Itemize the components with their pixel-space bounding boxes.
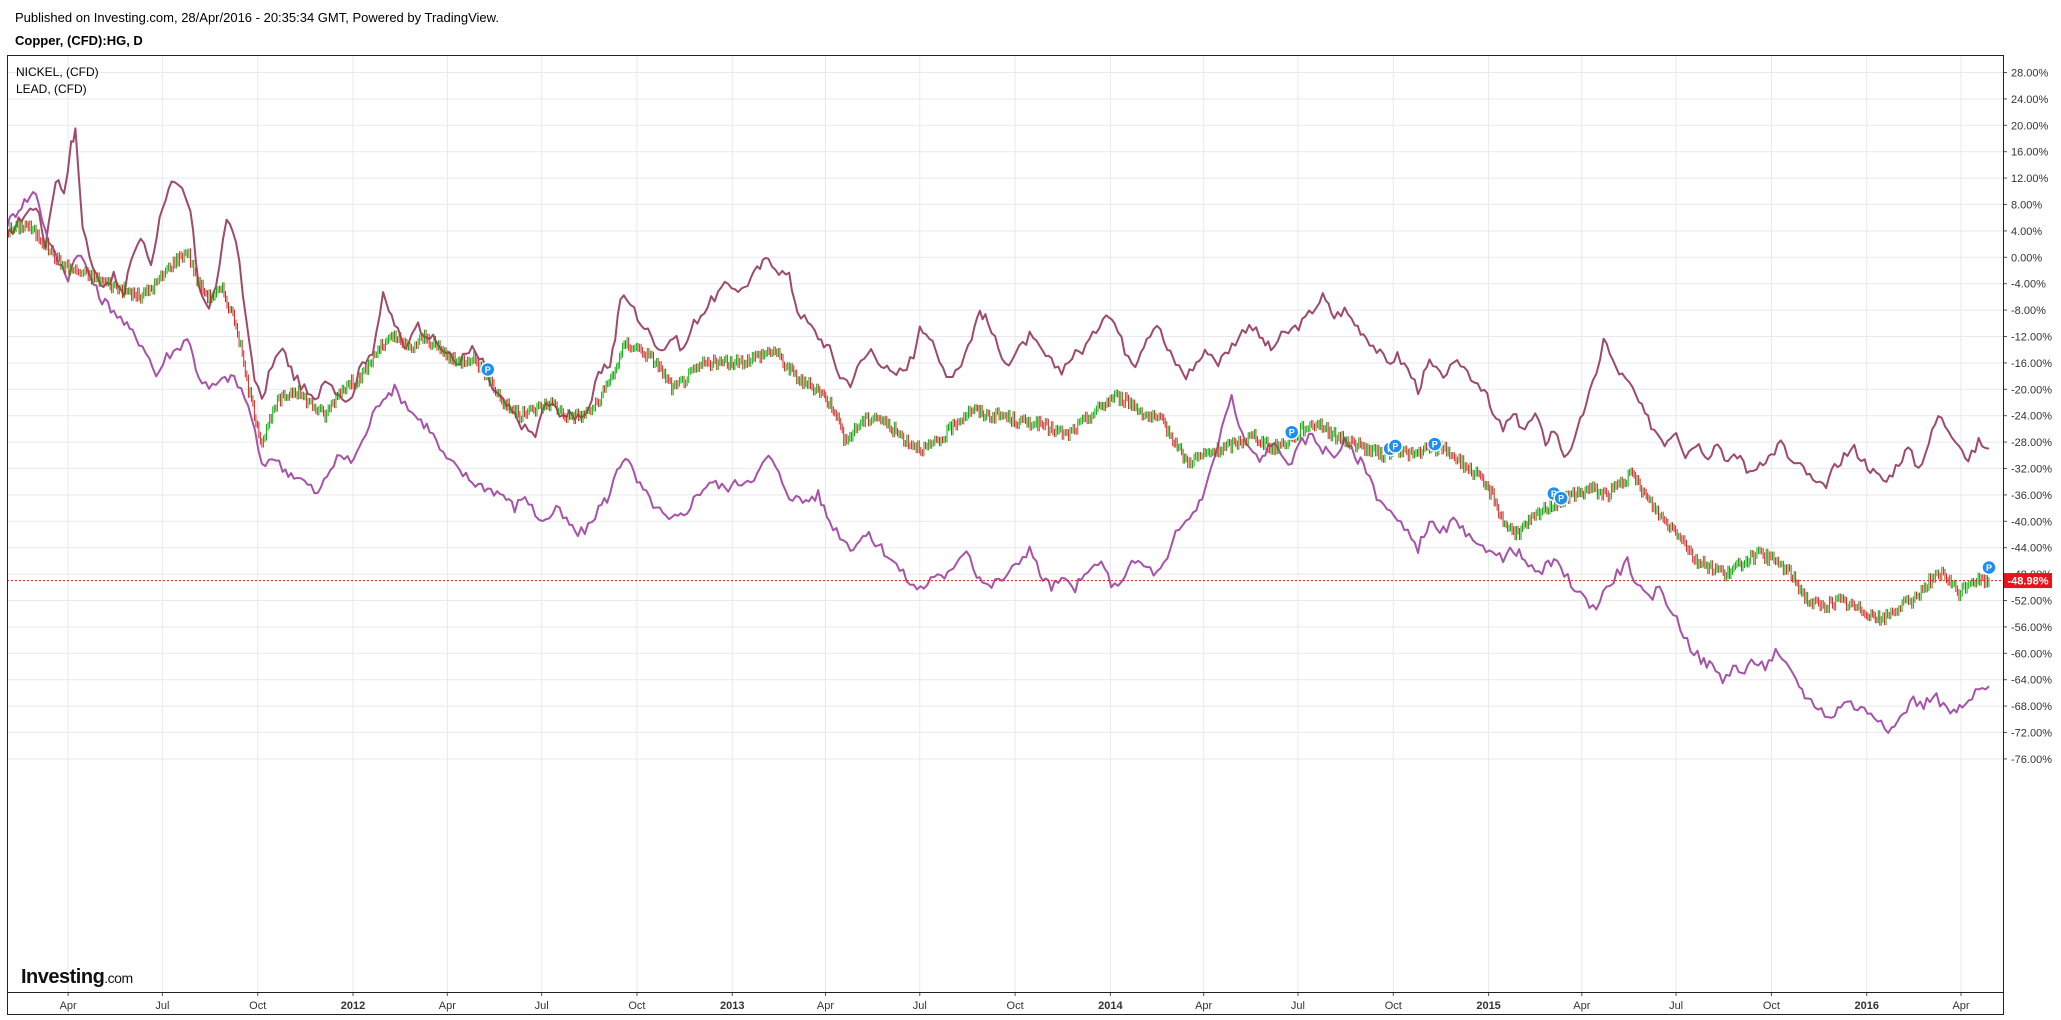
y-tick-label: 16.00% bbox=[2011, 147, 2049, 159]
p-marker-dot bbox=[1426, 436, 1443, 452]
p-marker: P bbox=[479, 361, 496, 378]
y-tick-label: 28.00% bbox=[2011, 68, 2049, 80]
y-tick-label: -64.00% bbox=[2011, 675, 2052, 687]
y-tick-label: -40.00% bbox=[2011, 516, 2052, 528]
series-line-lead bbox=[6, 191, 1990, 734]
p-marker-dot bbox=[479, 361, 496, 378]
y-tick-label: -32.00% bbox=[2011, 464, 2052, 476]
y-tick-label: -8.00% bbox=[2011, 305, 2046, 317]
y-tick-label: -24.00% bbox=[2011, 411, 2052, 423]
y-tick-label: -20.00% bbox=[2011, 384, 2052, 396]
p-marker-dot bbox=[1387, 438, 1404, 454]
svg-text:Investing.com: Investing.com bbox=[21, 966, 133, 988]
p-marker: P bbox=[1283, 424, 1300, 440]
x-tick-label: 2015 bbox=[1476, 1000, 1500, 1012]
y-tick-label: 20.00% bbox=[2011, 120, 2049, 132]
p-marker-dot bbox=[1283, 424, 1300, 440]
y-tick-label: -28.00% bbox=[2011, 437, 2052, 449]
p-marker-label: P bbox=[1392, 442, 1398, 452]
y-tick-label: -56.00% bbox=[2011, 622, 2052, 634]
x-tick-label: Oct bbox=[249, 1000, 266, 1012]
x-tick-label: 2014 bbox=[1098, 1000, 1123, 1012]
chart-frame[interactable]: 28.00% 24.00% 20.00% 16.00% 12.00% 8.00% 4.00%… bbox=[6, 55, 2054, 1015]
published-note: Published on Investing.com, 28/Apr/2016 … bbox=[15, 10, 499, 25]
x-tick-label: Oct bbox=[628, 1000, 645, 1012]
x-tick-label: Apr bbox=[817, 1000, 834, 1012]
x-tick-label: Apr bbox=[439, 1000, 456, 1012]
series-line-nickel bbox=[6, 127, 1990, 490]
series-layer bbox=[6, 127, 1990, 734]
p-marker-dot bbox=[1553, 490, 1569, 506]
current-value-badge: -48.98% bbox=[2004, 573, 2052, 589]
y-tick-label: -60.00% bbox=[2011, 648, 2052, 660]
y-tick-label: -76.00% bbox=[2011, 754, 2052, 766]
x-tick-label: Apr bbox=[1573, 1000, 1590, 1012]
x-tick-label: Apr bbox=[60, 1000, 77, 1012]
p-marker-label: P bbox=[1289, 428, 1295, 438]
y-tick-label: 12.00% bbox=[2011, 173, 2049, 185]
x-tick-label: Jul bbox=[1291, 1000, 1305, 1012]
logo-suffix: .com bbox=[104, 970, 132, 986]
x-tick-label: 2013 bbox=[720, 1000, 744, 1012]
x-tick-label: Oct bbox=[1007, 1000, 1024, 1012]
legend-lead: LEAD, (CFD) bbox=[16, 82, 87, 96]
price-chart[interactable]: 28.00% 24.00% 20.00% 16.00% 12.00% 8.00% 4.00%… bbox=[6, 55, 2054, 1015]
p-marker-label: P bbox=[1986, 563, 1992, 573]
legend: NICKEL, (CFD) LEAD, (CFD) bbox=[16, 65, 99, 96]
x-tick-label: 2016 bbox=[1855, 1000, 1879, 1012]
x-tick-label: Oct bbox=[1385, 1000, 1402, 1012]
copper-candles bbox=[6, 219, 1990, 626]
x-tick-label: Jul bbox=[155, 1000, 169, 1012]
y-tick-label: -12.00% bbox=[2011, 332, 2052, 344]
x-axis-labels: Apr Jul Oct 2012 Apr Jul Oct 2013 Apr Jul Oct 2014 A… bbox=[60, 992, 1970, 1012]
p-marker: P bbox=[1387, 438, 1404, 454]
grid-lines bbox=[7, 55, 2003, 992]
investing-logo: Investing.com bbox=[21, 966, 133, 988]
y-tick-label: 4.00% bbox=[2011, 226, 2042, 238]
current-value-text: -48.98% bbox=[2008, 576, 2049, 588]
y-tick-label: -72.00% bbox=[2011, 728, 2052, 740]
p-marker: P bbox=[1426, 436, 1443, 452]
y-tick-label: -44.00% bbox=[2011, 543, 2052, 555]
x-tick-label: Jul bbox=[535, 1000, 549, 1012]
p-marker: P bbox=[1981, 559, 1997, 576]
x-tick-label: Oct bbox=[1763, 1000, 1780, 1012]
x-tick-label: 2012 bbox=[341, 1000, 365, 1012]
y-tick-label: -52.00% bbox=[2011, 596, 2052, 608]
x-tick-label: Jul bbox=[913, 1000, 927, 1012]
y-tick-label: 8.00% bbox=[2011, 200, 2042, 212]
x-tick-label: Jul bbox=[1669, 1000, 1683, 1012]
y-tick-label: -16.00% bbox=[2011, 358, 2052, 370]
y-tick-label: -36.00% bbox=[2011, 490, 2052, 502]
y-tick-label: -4.00% bbox=[2011, 279, 2046, 291]
y-tick-label: 24.00% bbox=[2011, 94, 2049, 106]
p-marker-dot bbox=[1981, 559, 1997, 576]
symbol-title: Copper, (CFD):HG, D bbox=[15, 33, 143, 48]
p-marker-label: P bbox=[1558, 494, 1564, 504]
y-tick-label: -68.00% bbox=[2011, 701, 2052, 713]
p-marker-label: P bbox=[1432, 440, 1438, 450]
x-tick-label: Apr bbox=[1952, 1000, 1969, 1012]
logo-main: Investing bbox=[21, 966, 104, 988]
p-marker: P bbox=[1553, 490, 1569, 506]
y-tick-label: 0.00% bbox=[2011, 252, 2042, 264]
x-tick-label: Apr bbox=[1195, 1000, 1212, 1012]
p-marker-label: P bbox=[1551, 489, 1557, 499]
y-axis-labels: 28.00% 24.00% 20.00% 16.00% 12.00% 8.00% 4.00%… bbox=[2003, 68, 2052, 766]
p-marker-label: P bbox=[485, 365, 491, 375]
legend-nickel: NICKEL, (CFD) bbox=[16, 65, 99, 79]
p-markers: PPPPPPPP bbox=[479, 361, 1997, 576]
plot-border bbox=[7, 55, 2004, 1015]
